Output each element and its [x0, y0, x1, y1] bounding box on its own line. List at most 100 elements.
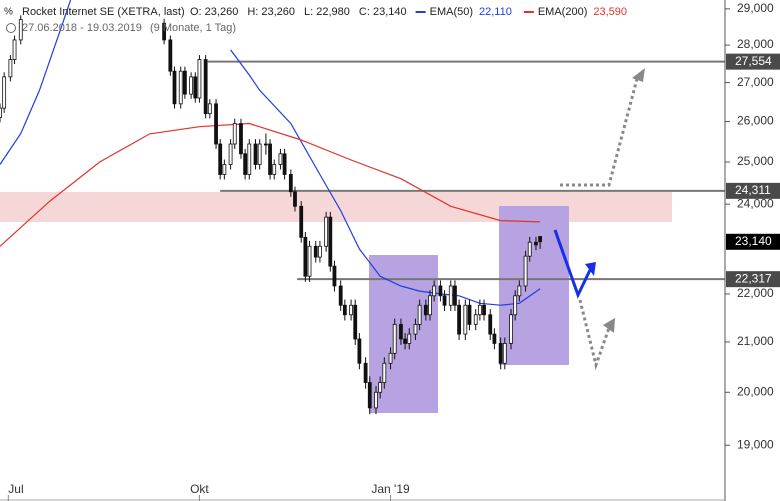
- candle-body: [8, 59, 13, 78]
- x-tick-label: Jan '19: [371, 482, 410, 496]
- y-tick-label: 19,000: [737, 437, 774, 451]
- arrow: [560, 74, 640, 187]
- candle-body: [473, 314, 478, 325]
- candle-body: [509, 314, 513, 344]
- duration: (9 Monate, 1 Tag): [150, 22, 236, 34]
- candle-body: [18, 19, 23, 41]
- candle-body: [392, 323, 397, 354]
- candle-body: [203, 59, 208, 115]
- candle-body: [268, 143, 272, 175]
- plot-area: [0, 0, 725, 415]
- candle-body: [243, 153, 248, 175]
- last-price-box: [726, 233, 780, 250]
- candle-body: [222, 164, 227, 175]
- candle-body: [324, 216, 329, 247]
- candle-body: [363, 362, 368, 383]
- candle-body: [342, 304, 347, 316]
- candle-body: [189, 76, 194, 95]
- candle-body: [538, 236, 543, 243]
- y-tick-label: 26,000: [737, 114, 774, 128]
- candle-body: [403, 338, 407, 344]
- candle-body: [288, 174, 293, 193]
- y-tick-label: 22,000: [737, 286, 774, 300]
- candle-body: [488, 314, 493, 335]
- candle-body: [2, 76, 7, 109]
- candle-body: [303, 236, 308, 277]
- arrow-head: [603, 318, 615, 333]
- level-label-box: [726, 271, 780, 288]
- y-tick-label: 28,000: [737, 37, 774, 51]
- candle-body: [193, 76, 198, 99]
- x-tick-label: Jul: [8, 482, 23, 496]
- ema-line: [0, 122, 541, 247]
- legend-value: 23,590: [593, 6, 627, 18]
- candle-body: [207, 103, 212, 115]
- candle-body: [413, 323, 418, 335]
- candle-body: [272, 164, 277, 175]
- date-range: 27.06.2018 - 19.03.2019: [22, 22, 142, 34]
- candle-body: [328, 216, 333, 267]
- candle-body: [357, 338, 362, 364]
- arrow-head: [585, 262, 596, 276]
- instrument: Rocket Internet SE (XETRA, last): [22, 6, 185, 18]
- arrow-head: [632, 68, 645, 82]
- ohlc-label: H: 23,260: [247, 6, 295, 18]
- candle-body: [182, 70, 187, 95]
- resistance-zone: [0, 192, 672, 222]
- candle-body: [453, 285, 457, 306]
- candle-body: [498, 343, 503, 364]
- candle-body: [214, 103, 218, 145]
- candle-body: [338, 285, 343, 306]
- candle-body: [388, 352, 393, 364]
- arrow: [553, 229, 593, 299]
- candle-body: [513, 295, 518, 316]
- ohlc-label: O: 23,260: [190, 6, 238, 18]
- x-tick-label: Okt: [190, 482, 209, 496]
- zones: [0, 192, 672, 413]
- candle-body: [374, 391, 378, 409]
- candle-body: [239, 123, 243, 155]
- candle-body: [527, 241, 532, 257]
- level-label: 27,554: [735, 54, 772, 68]
- icon: %: [4, 7, 13, 18]
- y-tick-label: 20,000: [737, 384, 774, 398]
- candle-body: [257, 143, 262, 165]
- candle-body: [278, 153, 283, 165]
- candle-body: [428, 295, 432, 316]
- y-tick-label: 21,000: [737, 334, 774, 348]
- candle-body: [502, 343, 507, 364]
- candle-body: [477, 304, 482, 316]
- candle-body: [232, 123, 237, 145]
- candle-body: [0, 107, 2, 118]
- candle-body: [349, 304, 353, 316]
- candle-body: [448, 285, 453, 306]
- ema-line: [0, 0, 541, 306]
- candle-body: [438, 285, 443, 297]
- candle-body: [378, 382, 383, 393]
- candle-body: [367, 382, 372, 409]
- candle-body: [162, 22, 167, 41]
- candle-body: [442, 295, 447, 306]
- candle-body: [12, 39, 17, 60]
- candle-body: [467, 304, 472, 325]
- header: % Rocket Internet SE (XETRA, last) 27.06…: [4, 6, 627, 34]
- legend-name: EMA(200): [538, 6, 588, 18]
- candle-body: [253, 143, 258, 165]
- y-tick-label: 29,000: [737, 1, 774, 15]
- candle-body: [492, 333, 497, 344]
- candle-body: [307, 245, 312, 277]
- candle-body: [432, 285, 437, 297]
- candle-body: [168, 39, 173, 72]
- clock-icon: [6, 23, 16, 33]
- candle-body: [523, 255, 528, 287]
- ohlc-label: C: 23,140: [359, 6, 407, 18]
- candle-body: [172, 70, 177, 105]
- legend-name: EMA(50): [430, 6, 473, 18]
- candle-body: [228, 143, 233, 165]
- y-tick-label: 24,000: [737, 196, 774, 210]
- candle-body: [264, 143, 268, 146]
- y-tick-label: 25,000: [737, 154, 774, 168]
- candle-body: [218, 143, 223, 175]
- candle-body: [463, 304, 468, 335]
